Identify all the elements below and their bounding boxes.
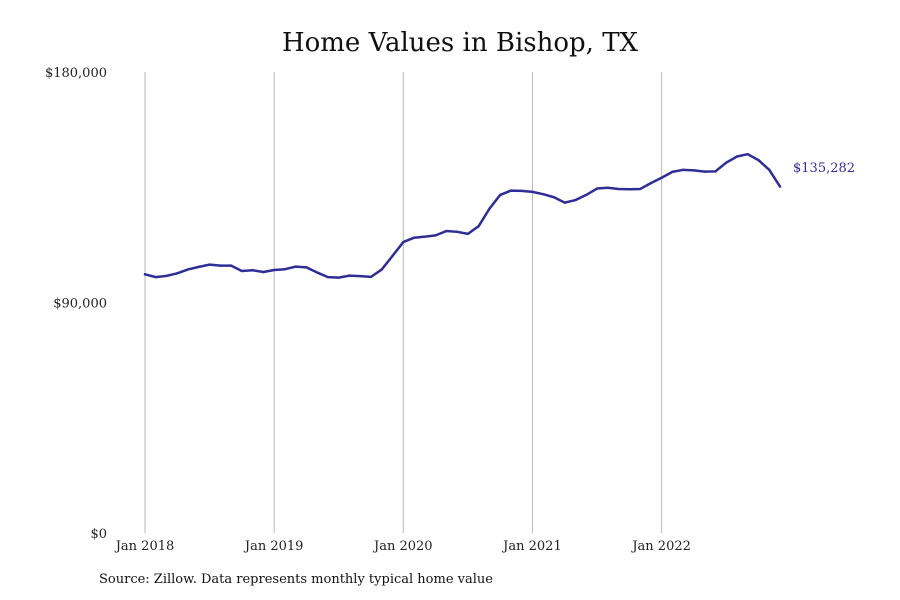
- data-point: [617, 187, 620, 191]
- data-point: [746, 153, 749, 156]
- y-axis: $0 $90,000 $180,000: [45, 66, 107, 542]
- data-point: [531, 190, 534, 194]
- data-point: [240, 269, 244, 273]
- series-group: [143, 152, 782, 279]
- data-point: [208, 263, 211, 266]
- data-point: [542, 192, 545, 196]
- data-point: [423, 235, 427, 238]
- data-point: [638, 187, 642, 191]
- series-line: [143, 152, 782, 279]
- x-tick-label: Jan 2022: [630, 539, 691, 554]
- data-point: [262, 270, 265, 274]
- data-point: [585, 193, 588, 197]
- data-point: [305, 266, 308, 269]
- data-point: [434, 234, 437, 237]
- data-point: [628, 188, 631, 191]
- data-point: [176, 272, 179, 275]
- x-tick-label: Jan 2019: [243, 539, 304, 554]
- data-point: [488, 207, 491, 210]
- data-point: [735, 155, 739, 158]
- data-point: [703, 170, 706, 173]
- data-point: [272, 268, 276, 272]
- data-point: [402, 240, 405, 244]
- y-tick-label: $0: [90, 527, 107, 542]
- data-point: [197, 265, 201, 269]
- data-point: [778, 185, 782, 188]
- data-point: [692, 169, 696, 172]
- data-point: [455, 230, 459, 234]
- data-point: [498, 193, 502, 197]
- y-tick-label: $90,000: [53, 297, 107, 312]
- data-point: [595, 187, 599, 190]
- data-point: [412, 236, 416, 239]
- data-point: [466, 232, 470, 236]
- data-point: [509, 189, 513, 192]
- data-point: [563, 201, 566, 204]
- x-axis: Jan 2018 Jan 2019 Jan 2020 Jan 2021 Jan 2022: [114, 539, 691, 554]
- data-point: [671, 170, 674, 174]
- data-point: [477, 224, 480, 228]
- data-point: [294, 265, 297, 268]
- data-point: [229, 264, 233, 267]
- data-point: [359, 274, 362, 278]
- y-tick-label: $180,000: [45, 66, 107, 81]
- data-point: [369, 275, 373, 279]
- data-point: [251, 269, 254, 272]
- data-point: [606, 186, 609, 189]
- end-value-label: $135,282: [793, 161, 855, 176]
- data-point: [391, 254, 394, 258]
- data-point: [337, 276, 340, 279]
- data-point: [757, 158, 760, 162]
- data-point: [283, 268, 287, 271]
- data-point: [714, 170, 717, 173]
- data-point: [724, 161, 728, 164]
- data-point: [186, 268, 190, 271]
- data-point: [445, 229, 448, 233]
- data-point: [219, 264, 222, 267]
- x-tick-label: Jan 2020: [372, 539, 433, 554]
- data-point: [154, 275, 157, 279]
- x-tick-label: Jan 2018: [114, 539, 175, 554]
- data-point: [574, 198, 577, 202]
- data-point: [520, 189, 523, 193]
- chart-title: Home Values in Bishop, TX: [282, 28, 639, 58]
- x-tick-label: Jan 2021: [501, 539, 562, 554]
- data-point: [326, 275, 330, 279]
- data-point: [348, 274, 351, 277]
- data-point: [649, 181, 653, 185]
- gridlines: [144, 72, 663, 533]
- data-point: [316, 271, 319, 274]
- data-point: [143, 273, 147, 276]
- data-point: [768, 168, 771, 172]
- source-note: Source: Zillow. Data represents monthly …: [99, 572, 493, 587]
- data-point: [165, 274, 168, 278]
- data-point: [552, 196, 556, 199]
- data-point: [380, 268, 383, 271]
- data-point: [660, 176, 663, 179]
- data-point: [681, 168, 685, 172]
